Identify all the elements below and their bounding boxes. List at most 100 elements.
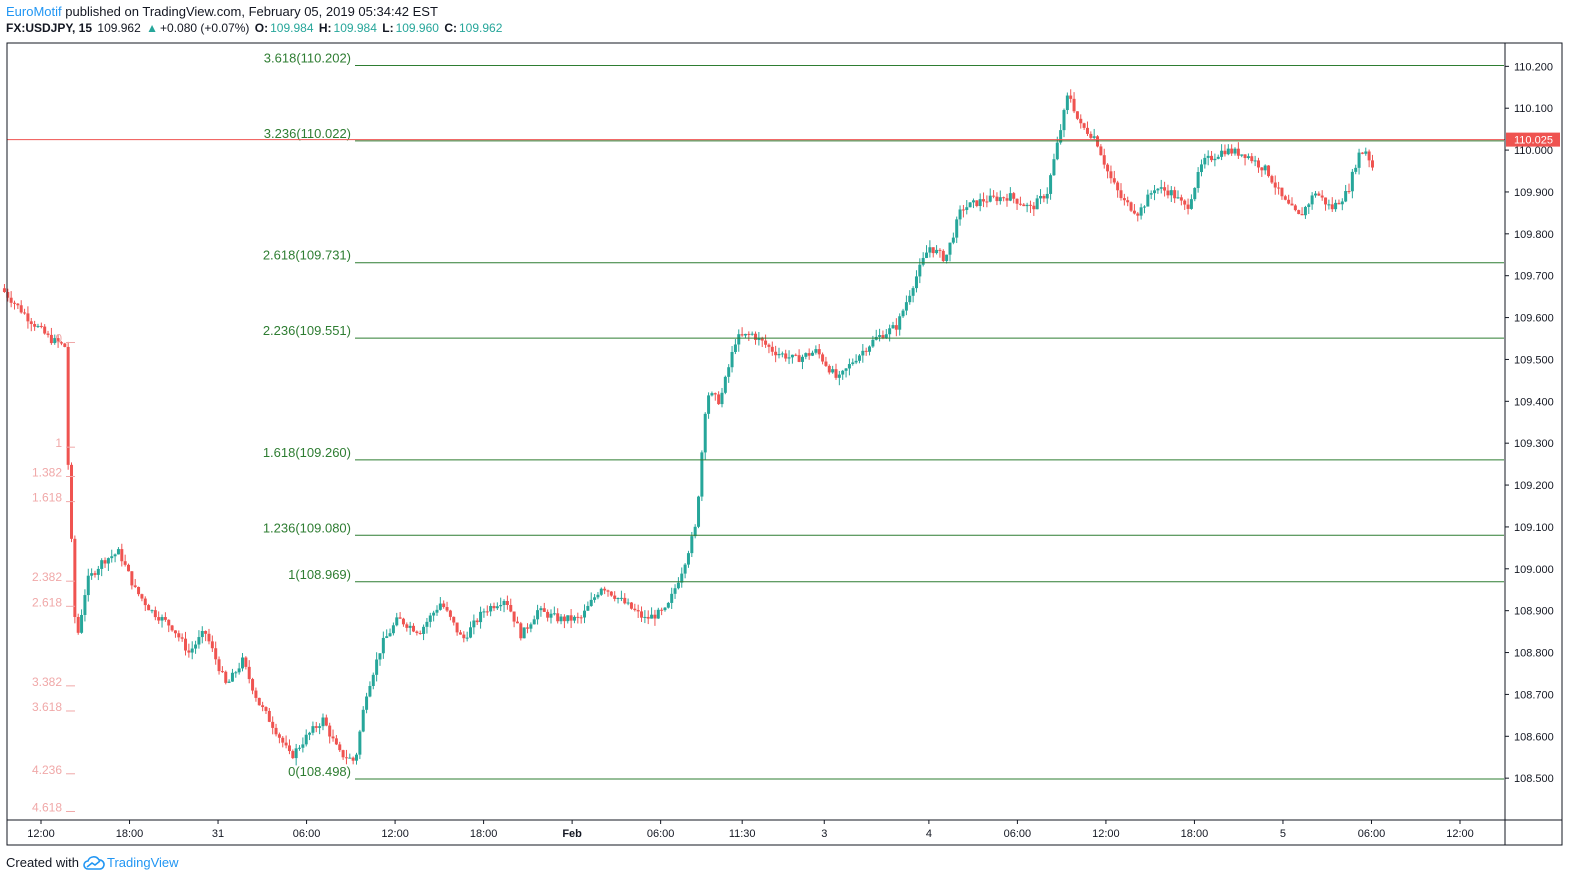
candle-body (1039, 195, 1043, 199)
candle-body (1015, 198, 1019, 204)
time-axis[interactable]: 12:00 18:00 31 06:00 12:00 18:00 Feb 06:00 11:30… (27, 820, 1474, 840)
candle-body (941, 250, 945, 261)
candle-body (683, 564, 687, 574)
candle-body (66, 346, 70, 465)
candle-body (643, 616, 647, 618)
symbol-label: FX:USDJPY, 15 (6, 21, 93, 35)
candle-body (1159, 187, 1163, 189)
candle-body (1220, 150, 1224, 157)
candle-body (150, 610, 154, 612)
candle-body (1012, 193, 1016, 199)
candle-body (961, 209, 965, 211)
candle-body (599, 588, 603, 595)
candle-body (1126, 200, 1130, 203)
candle-body (653, 614, 657, 619)
candle-body (355, 754, 359, 761)
low-label: L: (382, 21, 394, 35)
candle-body (837, 374, 841, 378)
candle-body (267, 710, 271, 722)
candle-body (408, 625, 412, 628)
candle-body (1008, 193, 1012, 201)
plot-frame (6, 42, 1563, 846)
candle-body (1055, 142, 1059, 160)
candle-body (220, 671, 224, 673)
candle-body (616, 598, 620, 600)
price-tick-label: 108.600 (1514, 731, 1554, 743)
price-tick-label: 110.000 (1514, 145, 1553, 157)
candle-body (951, 237, 955, 243)
candle-body (244, 657, 248, 667)
candle-body (1075, 111, 1079, 119)
candle-body (1189, 199, 1193, 209)
candle-body (1243, 154, 1247, 159)
candle-body (757, 337, 761, 340)
candle-body (137, 586, 141, 595)
candle-body (549, 613, 553, 618)
candle-body (422, 626, 426, 634)
candle-body (338, 744, 342, 751)
candle-body (1085, 127, 1089, 134)
candle-body (1334, 202, 1338, 210)
candle-body (469, 627, 473, 638)
candle-body (710, 393, 714, 396)
candle-body (546, 611, 550, 618)
candle-body (1364, 151, 1368, 154)
candle-body (827, 365, 831, 373)
candle-body (375, 659, 379, 675)
candle-body (482, 611, 486, 613)
tradingview-link[interactable]: TradingView (83, 855, 179, 870)
candle-body (495, 606, 499, 609)
candle-body (519, 623, 523, 639)
candle-body (971, 200, 975, 203)
candle-body (39, 325, 43, 327)
candle-body (656, 609, 660, 619)
candle-body (1069, 95, 1073, 99)
author-link[interactable]: EuroMotif (6, 4, 62, 19)
candle-body (43, 326, 47, 334)
candle-body (901, 310, 905, 317)
candle-body (780, 353, 784, 355)
candle-body (1102, 155, 1106, 165)
candle-body (1313, 193, 1317, 196)
candle-body (277, 734, 281, 738)
candle-body (740, 334, 744, 336)
candle-body (163, 617, 167, 620)
price-axis[interactable]: 110.200 110.100 110.000 109.900 109.800 109.7… (1505, 61, 1554, 785)
candle-body (509, 605, 513, 612)
candle-body (583, 610, 587, 618)
fib-extension-layer[interactable]: 3.618(110.202) 3.236(110.022) 2.618(109.73… (263, 51, 1504, 780)
time-tick-label: 06:00 (1004, 828, 1032, 840)
candle-body (254, 690, 258, 698)
price-tick-label: 109.600 (1514, 313, 1554, 325)
candle-body (1236, 148, 1240, 156)
candle-body (1206, 155, 1210, 158)
candle-body (995, 196, 999, 202)
candle-body (184, 638, 188, 651)
candle-body (1320, 195, 1324, 198)
candle-body (210, 641, 214, 649)
time-tick-label: 5 (1280, 828, 1286, 840)
candle-body (572, 616, 576, 621)
time-tick-label: 06:00 (293, 828, 321, 840)
candle-body (831, 369, 835, 373)
time-tick-label: 18:00 (1181, 828, 1209, 840)
candle-body (415, 631, 419, 634)
candle-body (609, 591, 613, 596)
candle-body (401, 618, 405, 625)
candle-body (576, 616, 580, 618)
candle-body (623, 597, 627, 604)
candle-body (1277, 187, 1281, 189)
candle-body (1287, 199, 1291, 204)
candle-body (13, 302, 17, 304)
candle-body (123, 561, 127, 565)
candle-body (663, 607, 667, 611)
candle-body (334, 738, 338, 745)
candle-body (707, 395, 711, 414)
published-text: published on TradingView.com, February 0… (61, 4, 438, 19)
candle-body (891, 325, 895, 329)
candle-body (670, 593, 674, 603)
candle-body (1196, 172, 1200, 189)
candle-body (1116, 182, 1120, 191)
candle-body (593, 597, 597, 600)
